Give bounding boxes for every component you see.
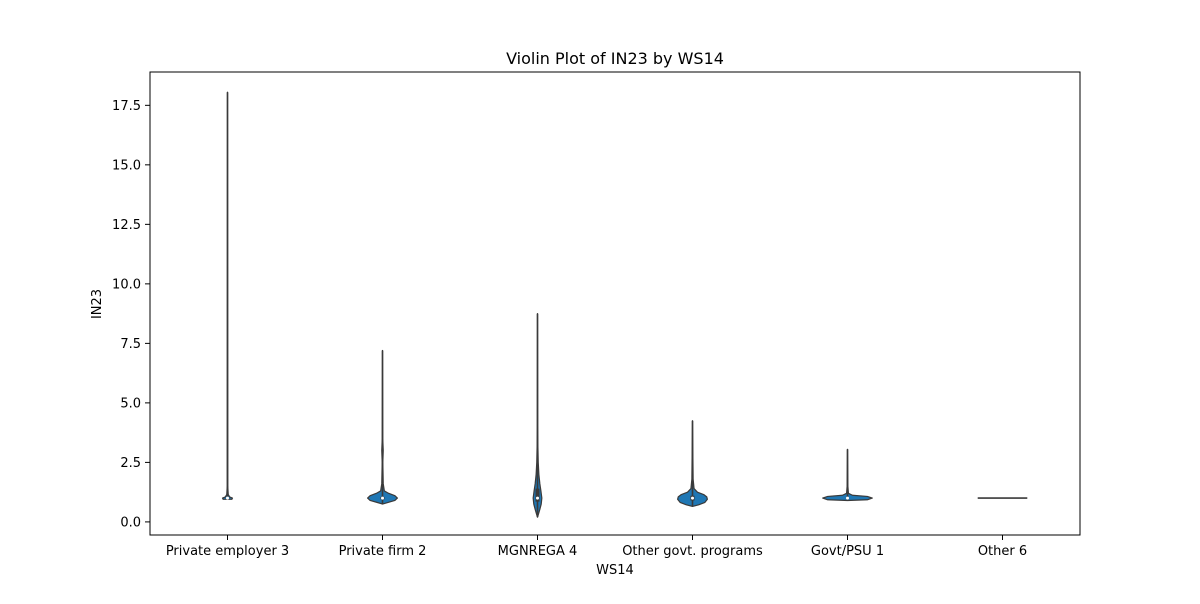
violin-group: [367, 349, 398, 505]
violin-median-marker: [226, 496, 229, 500]
y-axis: 0.0 2.5 5.0 7.5 10.0 12.5 15.0 17.5: [112, 99, 150, 530]
y-tick-label: 12.5: [112, 218, 141, 233]
y-tick-label: 10.0: [112, 277, 141, 292]
violin-median-marker: [381, 496, 384, 500]
violins-layer: [221, 91, 1028, 518]
violin-group: [822, 448, 873, 502]
chart-title: Violin Plot of IN23 by WS14: [506, 49, 724, 68]
y-tick-label: 15.0: [112, 158, 141, 173]
x-tick-label: Other 6: [978, 544, 1027, 559]
violin-median-marker: [846, 496, 849, 500]
y-tick-label: 7.5: [120, 337, 141, 352]
plot-area-frame: [149, 71, 1081, 536]
x-axis: Private employer 3 Private firm 2 MGNREGA …: [166, 535, 1027, 559]
x-tick-label: Private firm 2: [339, 544, 427, 559]
y-tick-label: 17.5: [112, 99, 141, 114]
violin-group: [677, 420, 708, 508]
violin-median-marker: [536, 496, 539, 500]
y-tick-label: 2.5: [120, 456, 141, 471]
violin-group: [221, 91, 234, 500]
x-tick-label: MGNREGA 4: [498, 544, 578, 559]
x-tick-label: Other govt. programs: [622, 544, 763, 559]
x-tick-label: Private employer 3: [166, 544, 289, 559]
y-tick-label: 0.0: [120, 515, 141, 530]
y-tick-label: 5.0: [120, 396, 141, 411]
x-axis-label: WS14: [596, 563, 634, 578]
y-axis-label: IN23: [90, 289, 105, 319]
violin-median-marker: [691, 496, 694, 500]
x-tick-label: Govt/PSU 1: [811, 544, 884, 559]
violin-group: [532, 313, 543, 518]
